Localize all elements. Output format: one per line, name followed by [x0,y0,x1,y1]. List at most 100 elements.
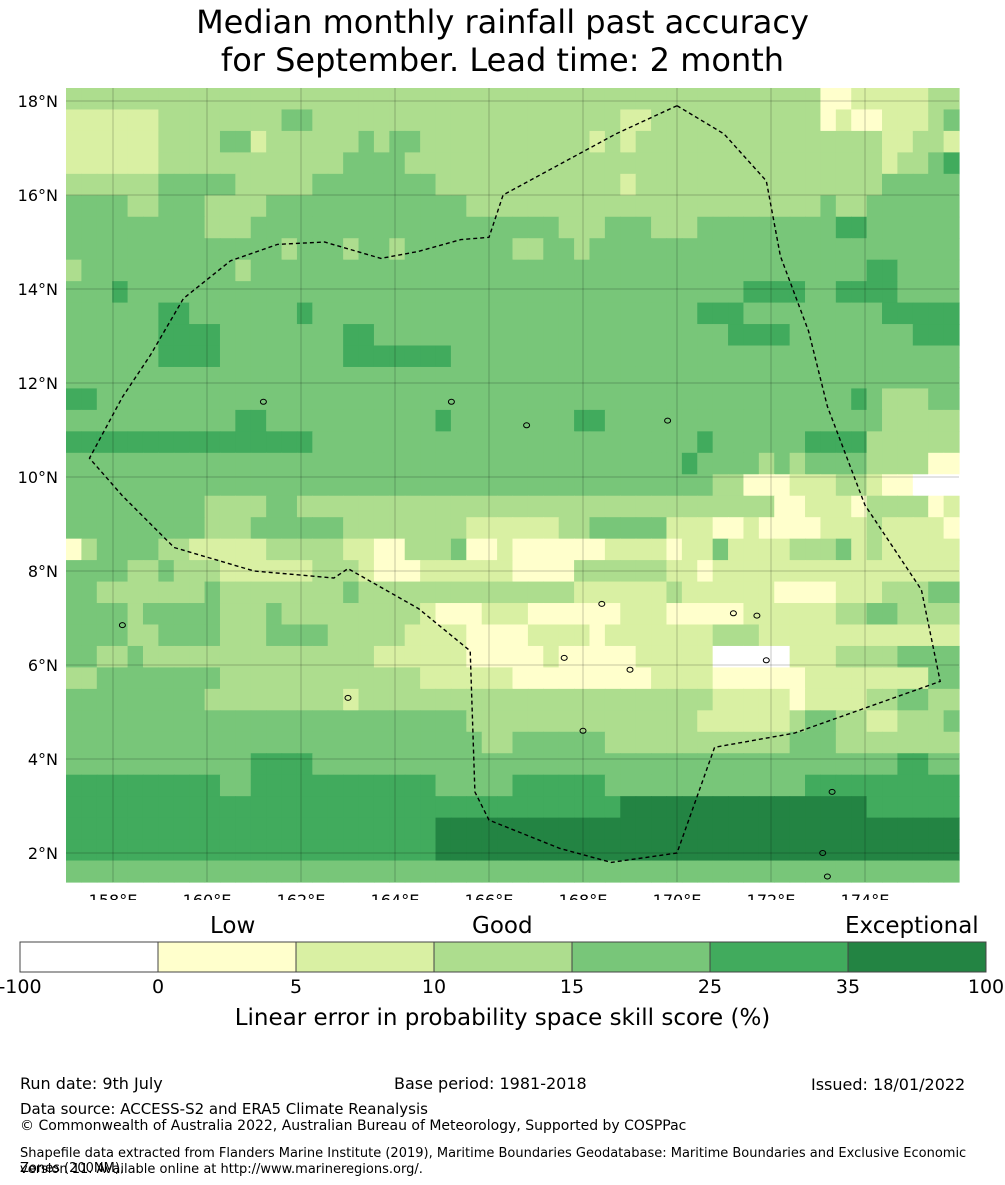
skill-cell [866,109,883,132]
skill-cell [250,366,267,390]
skill-cell [512,431,529,454]
skill-cell [527,345,544,368]
skill-cell [343,431,360,454]
skill-cell [81,710,98,733]
skill-cell [805,302,822,325]
skill-cell [235,538,252,561]
skill-cell [497,645,514,669]
skill-cell [219,624,236,647]
skill-cell [389,645,406,669]
skill-cell [204,710,221,733]
skill-cell [420,517,437,540]
skill-cell [512,581,529,604]
skill-cell [635,431,652,454]
skill-cell [789,216,806,239]
skill-cell [219,238,236,261]
skill-cell [219,581,236,604]
skill-cell [127,817,144,840]
skill-cell [912,324,929,347]
skill-cell [235,603,252,626]
skill-cell [681,731,698,754]
skill-cell [943,345,960,368]
skill-cell [327,624,344,647]
skill-cell [343,796,360,819]
skill-cell [558,452,575,475]
skill-cell [620,731,637,754]
skill-cell [635,860,652,883]
skill-cell [358,281,375,304]
skill-cell [343,495,360,518]
skill-cell [497,152,514,175]
skill-cell [912,388,929,411]
skill-cell [343,710,360,733]
eez-boundary [88,105,942,864]
skill-cell [805,216,822,239]
skill-cell [666,603,683,626]
skill-cell [512,688,529,711]
skill-cell [774,581,791,604]
skill-cell [558,860,575,883]
skill-cell [820,603,837,626]
skill-cell [127,774,144,797]
skill-cell [142,753,159,776]
skill-cell [758,409,775,432]
skill-cell [142,238,159,261]
colorbar-segment [157,941,297,973]
skill-cell [758,839,775,862]
skill-cell [173,753,190,776]
skill-cell [758,302,775,325]
skill-cell [112,774,129,797]
skill-cell [266,603,283,626]
skill-cell [774,130,791,153]
skill-cell [681,560,698,583]
skill-cell [835,796,852,819]
skill-cell [250,667,267,690]
skill-cell [651,839,668,862]
skill-cell [296,860,313,883]
lon-tick-label: 162°E [277,891,326,900]
skill-cell [435,345,452,368]
skill-cell [543,474,560,497]
skill-cell [389,517,406,540]
skill-cell [604,324,621,347]
skill-cell [450,624,467,647]
skill-cell [651,173,668,196]
skill-cell [420,130,437,153]
skill-cell [127,130,144,153]
skill-cell [743,603,760,626]
skill-cell [728,130,745,153]
skill-cell [96,388,113,411]
skill-cell [882,560,899,583]
skill-cell [712,88,729,111]
skill-cell [497,817,514,840]
skill-cell [250,88,267,111]
skill-cell [620,474,637,497]
skill-cell [527,259,544,282]
skill-cell [266,366,283,390]
skill-cell [404,259,421,282]
skill-cell [543,216,560,239]
skill-cell [527,88,544,111]
skill-cell [774,281,791,304]
skill-cell [558,173,575,196]
skill-cell [543,324,560,347]
colorbar-segment [19,941,159,973]
skill-cell [343,603,360,626]
shapefile-line-1: Shapefile data extracted from Flanders M… [20,1146,967,1176]
skill-cell [943,195,960,218]
skill-cell [758,774,775,797]
skill-cell [774,624,791,647]
skill-cell [851,624,868,647]
skill-cell [497,753,514,776]
skill-cell [66,774,82,797]
skill-cell [820,109,837,132]
base-period: Base period: 1981-2018 [394,1074,587,1093]
skill-cell [620,216,637,239]
skill-cell [835,517,852,540]
skill-cell [912,538,929,561]
skill-cell [712,624,729,647]
skill-cell [420,624,437,647]
skill-cell [912,753,929,776]
skill-cell [127,731,144,754]
skill-cell [142,860,159,883]
